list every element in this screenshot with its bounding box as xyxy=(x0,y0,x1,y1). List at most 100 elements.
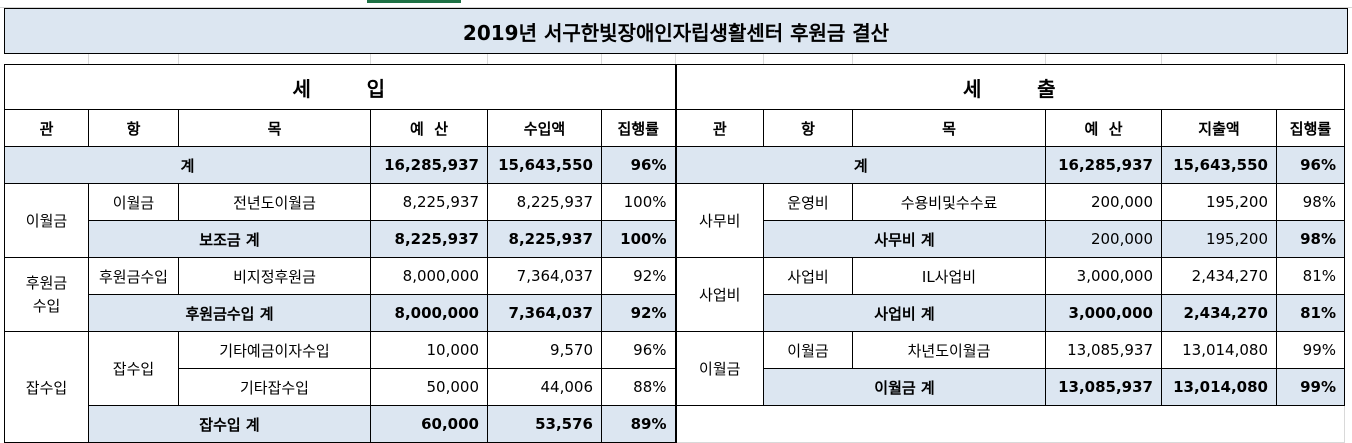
table-row: 후원금 수입 후원금수입 비지정후원금 8,000,000 7,364,037 … xyxy=(4,257,1345,332)
expense-subtotal-rate[interactable]: 81% xyxy=(1276,294,1345,332)
expense-subtotal-label[interactable]: 이월금 계 xyxy=(763,368,1046,406)
gridline-gap xyxy=(0,54,1352,64)
total-label[interactable]: 계 xyxy=(4,146,371,184)
col-header-mok[interactable]: 목 xyxy=(178,109,371,147)
expense-mok[interactable]: 차년도이월금 xyxy=(852,331,1046,369)
expense-amount[interactable]: 195,200 xyxy=(1161,183,1277,221)
income-subtotal-label[interactable]: 후원금수입 계 xyxy=(88,294,371,332)
income-subtotal-amount[interactable]: 53,576 xyxy=(487,405,602,443)
total-income-budget[interactable]: 16,285,937 xyxy=(370,146,488,184)
col-header-mok[interactable]: 목 xyxy=(852,109,1046,147)
income-subtotal-rate[interactable]: 92% xyxy=(601,294,676,332)
income-subtotal-budget[interactable]: 8,225,937 xyxy=(370,220,488,258)
col-header-gwan[interactable]: 관 xyxy=(4,109,89,147)
expense-amount[interactable]: 13,014,080 xyxy=(1161,331,1277,369)
expense-gwan[interactable]: 사무비 xyxy=(674,183,764,258)
expense-subtotal-amount[interactable]: 2,434,270 xyxy=(1161,294,1277,332)
income-rate[interactable]: 96% xyxy=(601,331,676,369)
income-rate[interactable]: 100% xyxy=(601,183,676,221)
expense-section-header[interactable]: 세 출 xyxy=(674,64,1345,110)
income-subtotal-amount[interactable]: 7,364,037 xyxy=(487,294,602,332)
col-header-rate[interactable]: 집행률 xyxy=(601,109,676,147)
total-label[interactable]: 계 xyxy=(674,146,1046,184)
expense-subtotal-rate[interactable]: 98% xyxy=(1276,220,1345,258)
expense-rate[interactable]: 98% xyxy=(1276,183,1345,221)
income-amount[interactable]: 44,006 xyxy=(487,368,602,406)
income-amount[interactable]: 9,570 xyxy=(487,331,602,369)
income-subtotal-rate[interactable]: 100% xyxy=(601,220,676,258)
income-hang[interactable]: 이월금 xyxy=(88,183,179,221)
expense-amount[interactable]: 2,434,270 xyxy=(1161,257,1277,295)
income-hang[interactable]: 잡수입 xyxy=(88,331,179,406)
expense-rate[interactable]: 81% xyxy=(1276,257,1345,295)
expense-budget[interactable]: 3,000,000 xyxy=(1045,257,1162,295)
income-mok[interactable]: 전년도이월금 xyxy=(178,183,371,221)
income-section-header[interactable]: 세 입 xyxy=(4,64,676,110)
total-income-rate[interactable]: 96% xyxy=(601,146,676,184)
col-header-hang[interactable]: 항 xyxy=(88,109,179,147)
expense-hang[interactable]: 이월금 xyxy=(763,331,853,369)
column-header-row: 관 항 목 예 산 수입액 집행률 관 항 목 예 산 지출액 집행률 xyxy=(4,109,1345,147)
expense-subtotal-rate[interactable]: 99% xyxy=(1276,368,1345,406)
income-gwan[interactable]: 후원금 수입 xyxy=(4,257,89,332)
income-subtotal-label[interactable]: 잡수입 계 xyxy=(88,405,371,443)
col-header-hang[interactable]: 항 xyxy=(763,109,853,147)
budget-settlement-table: 세 입 세 출 관 항 목 예 산 수입액 집행률 관 항 목 예 산 지출액 … xyxy=(4,64,1345,443)
income-gwan[interactable]: 이월금 xyxy=(4,183,89,258)
income-subtotal-rate[interactable]: 89% xyxy=(601,405,676,443)
subtotal-row: 후원금수입 계 8,000,000 7,364,037 92% 사업비 계 3,… xyxy=(5,294,1345,332)
income-mok[interactable]: 비지정후원금 xyxy=(178,257,371,295)
expense-gwan[interactable]: 이월금 xyxy=(674,331,764,406)
col-header-income-amount[interactable]: 수입액 xyxy=(487,109,602,147)
col-header-rate[interactable]: 집행률 xyxy=(1276,109,1345,147)
expense-subtotal-label[interactable]: 사업비 계 xyxy=(763,294,1046,332)
income-budget[interactable]: 8,000,000 xyxy=(370,257,488,295)
expense-hang[interactable]: 사업비 xyxy=(763,257,853,295)
expense-gwan[interactable]: 사업비 xyxy=(674,257,764,332)
total-income-amount[interactable]: 15,643,550 xyxy=(487,146,602,184)
expense-subtotal-budget[interactable]: 3,000,000 xyxy=(1045,294,1162,332)
subtotal-row: 보조금 계 8,225,937 8,225,937 100% 사무비 계 200… xyxy=(5,220,1345,258)
total-expense-amount[interactable]: 15,643,550 xyxy=(1161,146,1277,184)
total-expense-rate[interactable]: 96% xyxy=(1276,146,1345,184)
expense-mok[interactable]: IL사업비 xyxy=(852,257,1046,295)
income-subtotal-budget[interactable]: 60,000 xyxy=(370,405,488,443)
expense-subtotal-amount[interactable]: 13,014,080 xyxy=(1161,368,1277,406)
expense-mok[interactable]: 수용비및수수료 xyxy=(852,183,1046,221)
income-hang[interactable]: 후원금수입 xyxy=(88,257,179,295)
income-gwan[interactable]: 잡수입 xyxy=(4,331,89,443)
subtotal-row: 잡수입 계 60,000 53,576 89% xyxy=(5,405,1345,443)
sheet-top-strip xyxy=(0,0,1352,8)
total-row: 계 16,285,937 15,643,550 96% 계 16,285,937… xyxy=(4,146,1345,184)
col-header-expense-amount[interactable]: 지출액 xyxy=(1161,109,1277,147)
col-header-gwan[interactable]: 관 xyxy=(674,109,764,147)
expense-subtotal-amount[interactable]: 195,200 xyxy=(1161,220,1277,258)
expense-subtotal-label[interactable]: 사무비 계 xyxy=(763,220,1046,258)
income-rate[interactable]: 92% xyxy=(601,257,676,295)
expense-rate[interactable]: 99% xyxy=(1276,331,1345,369)
income-subtotal-label[interactable]: 보조금 계 xyxy=(88,220,371,258)
income-rate[interactable]: 88% xyxy=(601,368,676,406)
expense-subtotal-budget[interactable]: 200,000 xyxy=(1045,220,1162,258)
expense-budget[interactable]: 13,085,937 xyxy=(1045,331,1162,369)
income-subtotal-amount[interactable]: 8,225,937 xyxy=(487,220,602,258)
sheet-title[interactable]: 2019년 서구한빛장애인자립생활센터 후원금 결산 xyxy=(4,8,1348,54)
table-row: 기타잡수입 50,000 44,006 88% 이월금 계 13,085,937… xyxy=(5,368,1345,406)
income-budget[interactable]: 50,000 xyxy=(370,368,488,406)
expense-hang[interactable]: 운영비 xyxy=(763,183,853,221)
income-budget[interactable]: 10,000 xyxy=(370,331,488,369)
income-budget[interactable]: 8,225,937 xyxy=(370,183,488,221)
income-subtotal-budget[interactable]: 8,000,000 xyxy=(370,294,488,332)
expense-budget[interactable]: 200,000 xyxy=(1045,183,1162,221)
income-mok[interactable]: 기타잡수입 xyxy=(178,368,371,406)
expense-subtotal-budget[interactable]: 13,085,937 xyxy=(1045,368,1162,406)
table-row: 잡수입 잡수입 기타예금이자수입 10,000 9,570 96% 이월금 이월… xyxy=(4,331,1345,443)
income-mok[interactable]: 기타예금이자수입 xyxy=(178,331,371,369)
income-amount[interactable]: 7,364,037 xyxy=(487,257,602,295)
cell-selection-indicator xyxy=(367,0,461,3)
empty-cell[interactable] xyxy=(674,405,1345,443)
total-expense-budget[interactable]: 16,285,937 xyxy=(1045,146,1162,184)
col-header-budget[interactable]: 예 산 xyxy=(1045,109,1162,147)
income-amount[interactable]: 8,225,937 xyxy=(487,183,602,221)
col-header-budget[interactable]: 예 산 xyxy=(370,109,488,147)
